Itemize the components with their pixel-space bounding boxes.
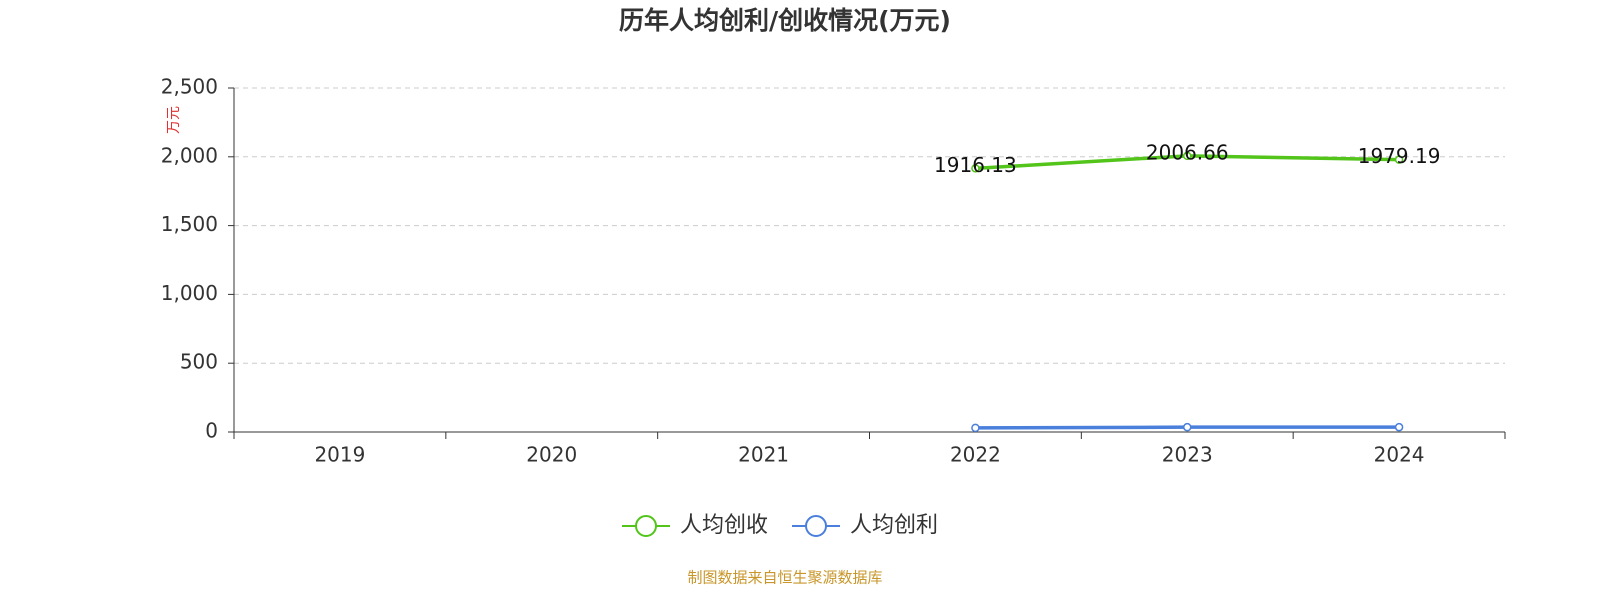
point xyxy=(1394,155,1404,164)
y-tick-label: 2,000 xyxy=(161,143,218,167)
x-tick-label: 2020 xyxy=(526,443,577,467)
data-label: 2006.66 xyxy=(1146,140,1229,164)
point xyxy=(971,423,980,433)
legend-label: 人均创利 xyxy=(850,513,938,538)
point xyxy=(1183,422,1192,432)
y-tick-label: 0 xyxy=(205,419,218,443)
point xyxy=(1394,422,1404,432)
y-axis-label: 万元 xyxy=(166,106,182,134)
data-label: 1916.13 xyxy=(934,153,1017,177)
legend-label: 人均创收 xyxy=(680,513,768,538)
y-tick-label: 1,500 xyxy=(161,212,218,236)
x-tick-label: 2023 xyxy=(1162,443,1213,467)
source-note: 制图数据来自恒生聚源数据库 xyxy=(687,569,882,587)
y-tick-label: 1,000 xyxy=(161,281,218,305)
legend-marker xyxy=(635,515,657,537)
data-label: 1979.19 xyxy=(1358,144,1441,168)
point xyxy=(1183,151,1192,161)
legend-marker xyxy=(805,515,828,537)
x-tick-label: 2024 xyxy=(1374,443,1425,467)
y-tick-label: 2,500 xyxy=(161,75,218,99)
x-tick-label: 2021 xyxy=(738,443,789,467)
x-tick-label: 2022 xyxy=(950,443,1001,467)
x-tick-label: 2019 xyxy=(314,443,365,467)
chart-title: 历年人均创利/创收情况(万元) xyxy=(619,6,951,35)
point xyxy=(971,164,980,173)
y-tick-label: 500 xyxy=(180,350,218,374)
